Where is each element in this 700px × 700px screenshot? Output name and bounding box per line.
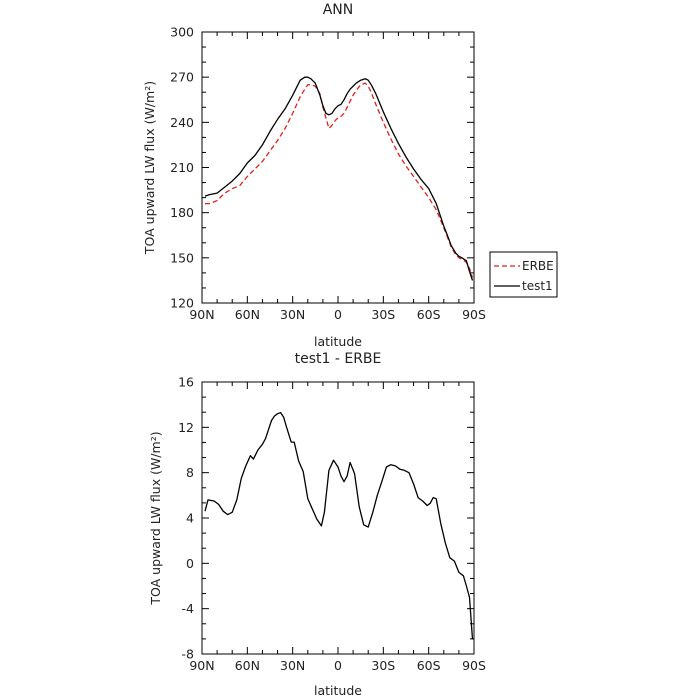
series-line-test1: [204, 76, 474, 281]
y-tick-label: 300: [170, 25, 194, 40]
x-tick-label: 60S: [417, 658, 441, 673]
x-axis-label: latitude: [314, 683, 362, 698]
legend-label: ERBE: [522, 259, 554, 273]
x-tick-label: 60N: [235, 658, 260, 673]
y-tick-label: 150: [170, 250, 194, 265]
x-tick-label: 30N: [280, 307, 305, 322]
x-tick-label: 90S: [462, 307, 486, 322]
y-tick-label: 180: [170, 205, 194, 220]
x-tick-label: 90N: [189, 658, 214, 673]
legend-label: test1: [522, 279, 553, 293]
y-tick-label: 210: [170, 160, 194, 175]
y-tick-label: 16: [178, 375, 194, 390]
panel-2: 90N 60N 30N 0 30S 60S 90S -8 -4 0 4 8 12 16 test1 - ER…: [148, 351, 486, 698]
y-tick-label: -4: [182, 601, 195, 616]
legend: ERBE test1: [489, 251, 558, 298]
y-tick-label: 240: [170, 115, 194, 130]
x-tick-label: 0: [334, 658, 342, 673]
x-tick-label: 30S: [371, 658, 395, 673]
chart-title: test1 - ERBE: [295, 351, 382, 367]
x-tick-label: 90S: [462, 658, 486, 673]
x-tick-label: 90N: [189, 307, 214, 322]
x-tick-label: 60N: [235, 307, 260, 322]
y-tick-label: 270: [170, 70, 194, 85]
legend-box: [489, 251, 558, 298]
y-tick-label: 0: [186, 556, 194, 571]
series-line-difference: [204, 411, 474, 640]
chart-title: ANN: [323, 2, 354, 18]
x-tick-label: 60S: [417, 307, 441, 322]
x-tick-label: 30S: [371, 307, 395, 322]
y-axis-label: TOA upward LW flux (W/m²): [148, 431, 163, 605]
y-tick-label: 12: [178, 420, 194, 435]
y-tick-label: 4: [186, 511, 194, 526]
y-tick-label: -8: [182, 647, 195, 662]
x-tick-label: 0: [334, 307, 342, 322]
y-axis-label: TOA upward LW flux (W/m²): [142, 81, 157, 255]
y-tick-label: 8: [186, 465, 194, 480]
plot-frame: [201, 381, 475, 655]
x-axis-label: latitude: [314, 334, 362, 349]
x-tick-label: 30N: [280, 658, 305, 673]
series-line-erbe: [205, 82, 474, 278]
plot-frame: [201, 31, 475, 304]
y-tick-label: 120: [170, 296, 194, 311]
panel-1: 90N 60N 30N 0 30S 60S 90S 120 150 180 210 240 270 300…: [142, 2, 558, 349]
